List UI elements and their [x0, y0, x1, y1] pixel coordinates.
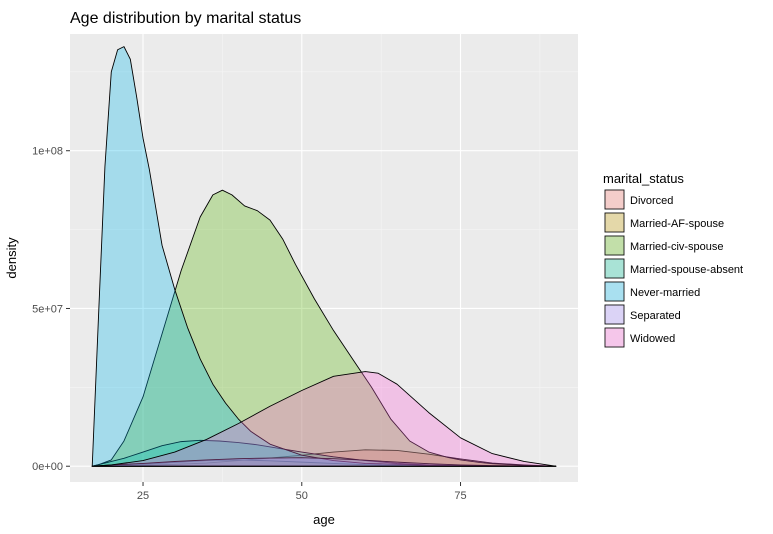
chart-title: Age distribution by marital status: [70, 10, 301, 27]
legend-key-bg: [604, 281, 625, 302]
legend-key-bg: [604, 235, 625, 256]
legend-key-bg: [604, 304, 625, 325]
x-tick-label: 25: [137, 490, 149, 502]
density-areas: [91, 46, 557, 467]
legend-swatch-divorced: [604, 189, 625, 210]
y-tick-label: 5e+07: [32, 303, 63, 315]
y-tick-label: 1e+08: [32, 146, 63, 158]
legend: marital_status Divorced Married-AF-spouse…: [603, 171, 743, 348]
density-area-married-civ-spouse: [91, 189, 557, 467]
density-area-never-married: [91, 46, 557, 467]
legend-label-separated: Separated: [630, 310, 681, 322]
density-area-separated: [91, 457, 557, 467]
legend-label-married-spouse-absent: Married-spouse-absent: [630, 264, 743, 276]
plot-panel: [70, 34, 578, 482]
legend-swatch-married-spouse-absent: [604, 258, 625, 279]
legend-key-bg: [604, 327, 625, 348]
legend-swatch-never-married: [604, 281, 625, 302]
legend-label-never-married: Never-married: [630, 287, 700, 299]
legend-swatch-widowed: [604, 327, 625, 348]
legend-label-married-civ-spouse: Married-civ-spouse: [630, 241, 724, 253]
legend-label-married-af-spouse: Married-AF-spouse: [630, 218, 724, 230]
legend-key-bg: [604, 212, 625, 233]
y-axis: 0e+00 5e+07 1e+08: [32, 146, 70, 473]
legend-key-bg: [604, 258, 625, 279]
y-axis-title: density: [4, 237, 19, 279]
legend-key-bg: [604, 189, 625, 210]
x-axis-title: age: [313, 512, 335, 527]
x-axis: 25 50 75: [137, 482, 467, 502]
density-area-widowed: [91, 371, 557, 467]
legend-title: marital_status: [603, 171, 684, 186]
legend-label-divorced: Divorced: [630, 195, 673, 207]
legend-label-widowed: Widowed: [630, 333, 675, 345]
y-tick-label: 0e+00: [32, 461, 63, 473]
legend-swatch-married-af-spouse: [604, 212, 625, 233]
legend-swatch-married-civ-spouse: [604, 235, 625, 256]
x-tick-label: 75: [454, 490, 466, 502]
legend-swatch-separated: [604, 304, 625, 325]
legend-items: Divorced Married-AF-spouse Married-civ-spo…: [604, 189, 743, 348]
minor-gridlines: [70, 34, 578, 482]
x-tick-label: 50: [296, 490, 308, 502]
